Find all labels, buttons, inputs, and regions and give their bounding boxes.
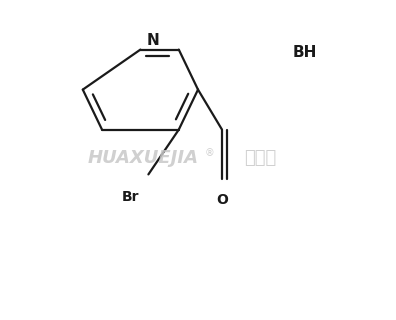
Text: N: N <box>147 33 160 47</box>
Text: ®: ® <box>204 148 214 158</box>
Text: 化学加: 化学加 <box>244 149 276 167</box>
Text: O: O <box>216 193 228 207</box>
Text: Br: Br <box>122 190 139 204</box>
Text: HUAXUEJIA: HUAXUEJIA <box>88 149 199 167</box>
Text: BH: BH <box>293 45 317 60</box>
